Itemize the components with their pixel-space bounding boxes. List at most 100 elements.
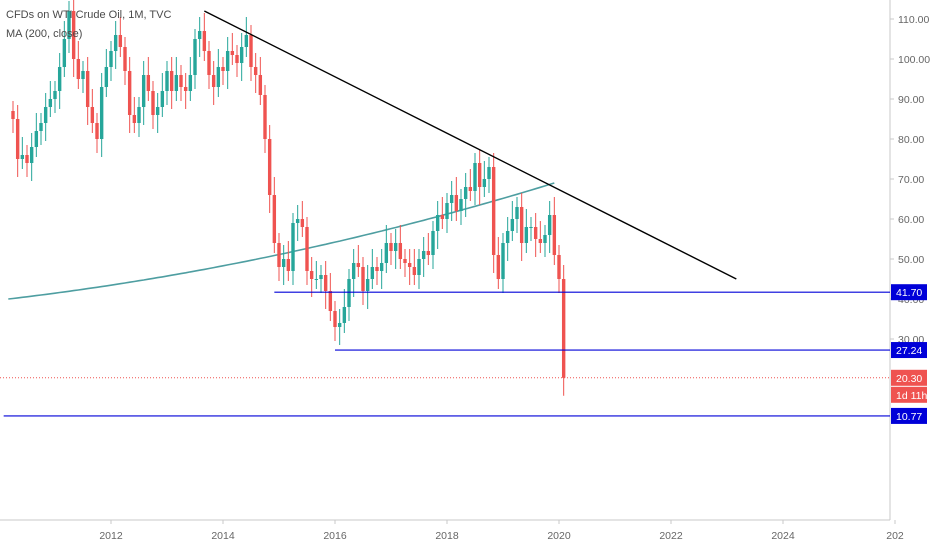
- time-axis[interactable]: 2012 2014 2016 2018 2020 2022 2024 202: [99, 520, 904, 542]
- candle-body: [426, 251, 431, 255]
- candle-body: [552, 215, 557, 255]
- candle-body: [29, 147, 34, 163]
- candle-body: [510, 219, 515, 231]
- drawn-lines: [0, 10, 890, 417]
- candle-body: [132, 115, 137, 123]
- candle-body: [113, 35, 118, 51]
- candle-body: [501, 243, 505, 279]
- candle-body: [62, 39, 67, 67]
- candle-body: [272, 195, 277, 243]
- candle-body: [333, 311, 337, 327]
- candle-body: [239, 47, 244, 63]
- candle-body: [505, 231, 510, 243]
- candle-body: [225, 51, 230, 71]
- candle-body: [67, 11, 71, 39]
- candle-body: [309, 271, 314, 279]
- candle-body: [123, 47, 127, 71]
- candle-body: [370, 267, 375, 279]
- candle-body: [188, 75, 193, 91]
- candle-body: [431, 231, 435, 255]
- candle-body: [468, 187, 473, 191]
- candle-body: [57, 67, 62, 91]
- price-axis[interactable]: 30.0040.0050.0060.0070.0080.0090.00100.0…: [890, 0, 930, 424]
- horizontal-line-label: 41.70: [896, 287, 922, 299]
- price-tick-label: 80.00: [898, 134, 924, 146]
- candle-body: [43, 107, 48, 123]
- ma-200-line: [8, 182, 555, 300]
- candle-body: [477, 163, 482, 187]
- candle-body: [179, 75, 183, 87]
- candle-body: [314, 279, 319, 280]
- grid: [0, 0, 891, 521]
- candle-body: [174, 75, 179, 91]
- candle-body: [286, 259, 291, 271]
- candle-body: [230, 51, 235, 55]
- candle-body: [407, 263, 412, 267]
- candle-body: [482, 179, 487, 187]
- candle-body: [109, 51, 113, 67]
- price-tick-label: 100.00: [898, 54, 930, 66]
- time-tick-label: 2022: [659, 530, 683, 542]
- candle-body: [365, 279, 370, 291]
- legend-indicator[interactable]: MA (200, close): [6, 28, 83, 40]
- candle-body: [487, 167, 491, 179]
- candle-body: [543, 235, 547, 243]
- candle-body: [15, 119, 20, 159]
- time-tick-label: 2014: [211, 530, 235, 542]
- candle-body: [267, 139, 272, 195]
- candle-body: [323, 275, 328, 291]
- candle-body: [524, 227, 529, 243]
- time-tick-label: 2020: [547, 530, 571, 542]
- candle-body: [305, 227, 309, 271]
- price-tick-label: 70.00: [898, 174, 924, 186]
- candle-body: [473, 163, 477, 191]
- price-tick-label: 90.00: [898, 94, 924, 106]
- candle-body: [127, 71, 132, 115]
- candle-body: [277, 243, 281, 267]
- candle-body: [11, 111, 15, 119]
- candle-body: [491, 167, 496, 255]
- candle-body: [421, 251, 426, 259]
- time-tick-label: 2012: [99, 530, 123, 542]
- candle-body: [202, 31, 207, 51]
- candle-body: [398, 243, 403, 259]
- candle-body: [538, 239, 543, 243]
- candle-body: [445, 203, 449, 219]
- time-tick-label: 202: [886, 530, 904, 542]
- candle-body: [417, 259, 421, 275]
- candle-body: [151, 91, 155, 115]
- candle-body: [389, 243, 393, 251]
- candle-body: [463, 187, 468, 199]
- candle-body: [25, 155, 29, 163]
- candle-body: [146, 75, 151, 91]
- candle-body: [459, 199, 463, 211]
- last-price-label: 20.30: [896, 373, 922, 385]
- candle-body: [34, 131, 39, 147]
- candle-body: [235, 55, 239, 63]
- candle-body: [342, 307, 347, 323]
- candle-body: [440, 215, 445, 219]
- horizontal-line-badge: [891, 342, 927, 359]
- candle-body: [155, 107, 160, 115]
- candle-body: [71, 11, 76, 59]
- candle-body: [393, 243, 398, 251]
- candle-body: [104, 67, 109, 87]
- candle-body: [557, 255, 561, 279]
- candle-body: [137, 107, 141, 123]
- candle-body: [403, 259, 407, 263]
- candle-body: [412, 267, 417, 275]
- candle-body: [533, 227, 538, 239]
- candle-body: [141, 75, 146, 107]
- candle-body: [160, 91, 165, 107]
- candle-body: [547, 215, 552, 235]
- candle-body: [53, 91, 57, 99]
- horizontal-line-label: 10.77: [896, 411, 922, 423]
- candle-body: [183, 87, 188, 91]
- candle-body: [216, 67, 221, 87]
- candle-body: [319, 275, 323, 279]
- candle-body: [85, 71, 90, 107]
- candle-body: [529, 227, 533, 228]
- candles: [11, 0, 566, 396]
- candle-body: [253, 67, 258, 75]
